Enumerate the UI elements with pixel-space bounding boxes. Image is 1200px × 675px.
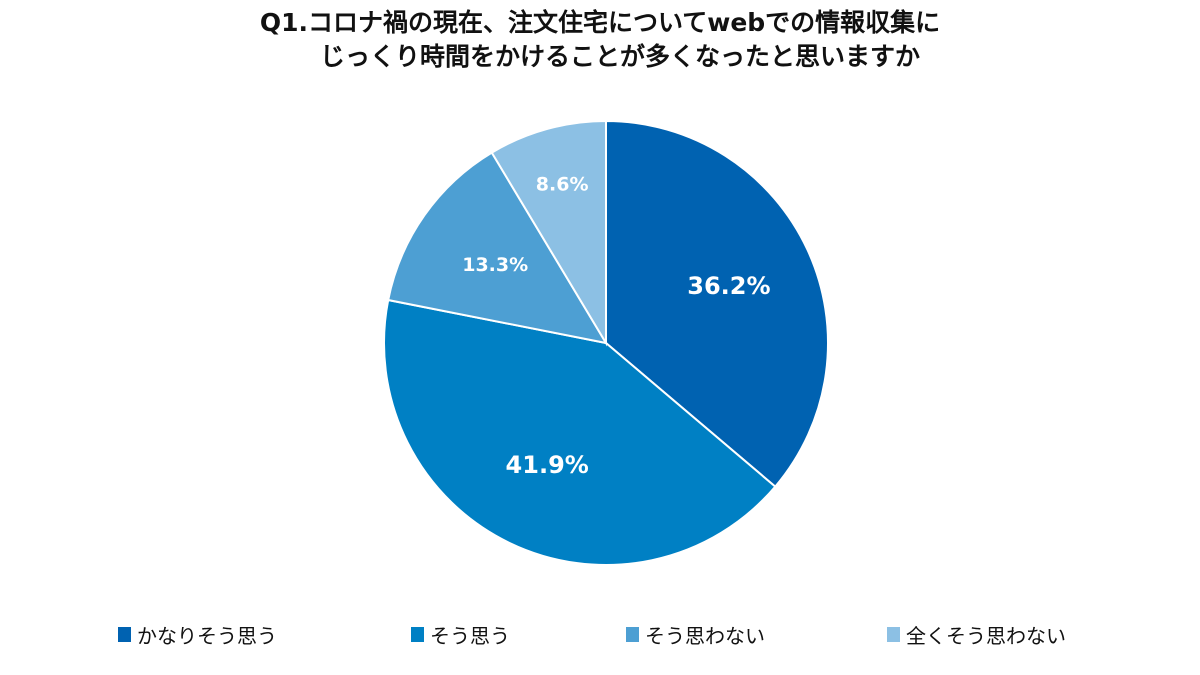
legend-item: かなりそう思う [118,620,277,649]
pie-slice [605,119,829,489]
pie-slice [383,298,777,566]
data-label: 13.3% [462,254,528,276]
legend: かなりそう思う そう思う そう思わない 全くそう思わない [118,620,1118,650]
data-label: 8.6% [536,174,589,196]
legend-item: そう思う [411,620,510,649]
pie-slice [490,119,607,347]
data-label: 41.9% [506,451,589,479]
title-line-1: Q1.コロナ禍の現在、注文住宅についてwebでの情報収集に [259,8,941,37]
pie-slice [387,151,609,345]
legend-label: そう思わない [645,624,765,648]
legend-item: そう思わない [626,620,765,649]
legend-label: そう思う [430,624,510,648]
legend-swatch [411,627,424,642]
legend-swatch [626,627,639,642]
legend-label: 全くそう思わない [906,624,1066,648]
data-label: 36.2% [687,272,770,300]
title-line-2: じっくり時間をかけることが多くなったと思いますか [319,42,920,71]
legend-swatch [118,627,131,642]
legend-label: かなりそう思う [137,624,277,648]
chart-title: Q1.コロナ禍の現在、注文住宅についてwebでの情報収集に じっくり時間をかける… [0,6,1200,74]
legend-swatch [887,627,900,642]
legend-item: 全くそう思わない [887,620,1066,649]
